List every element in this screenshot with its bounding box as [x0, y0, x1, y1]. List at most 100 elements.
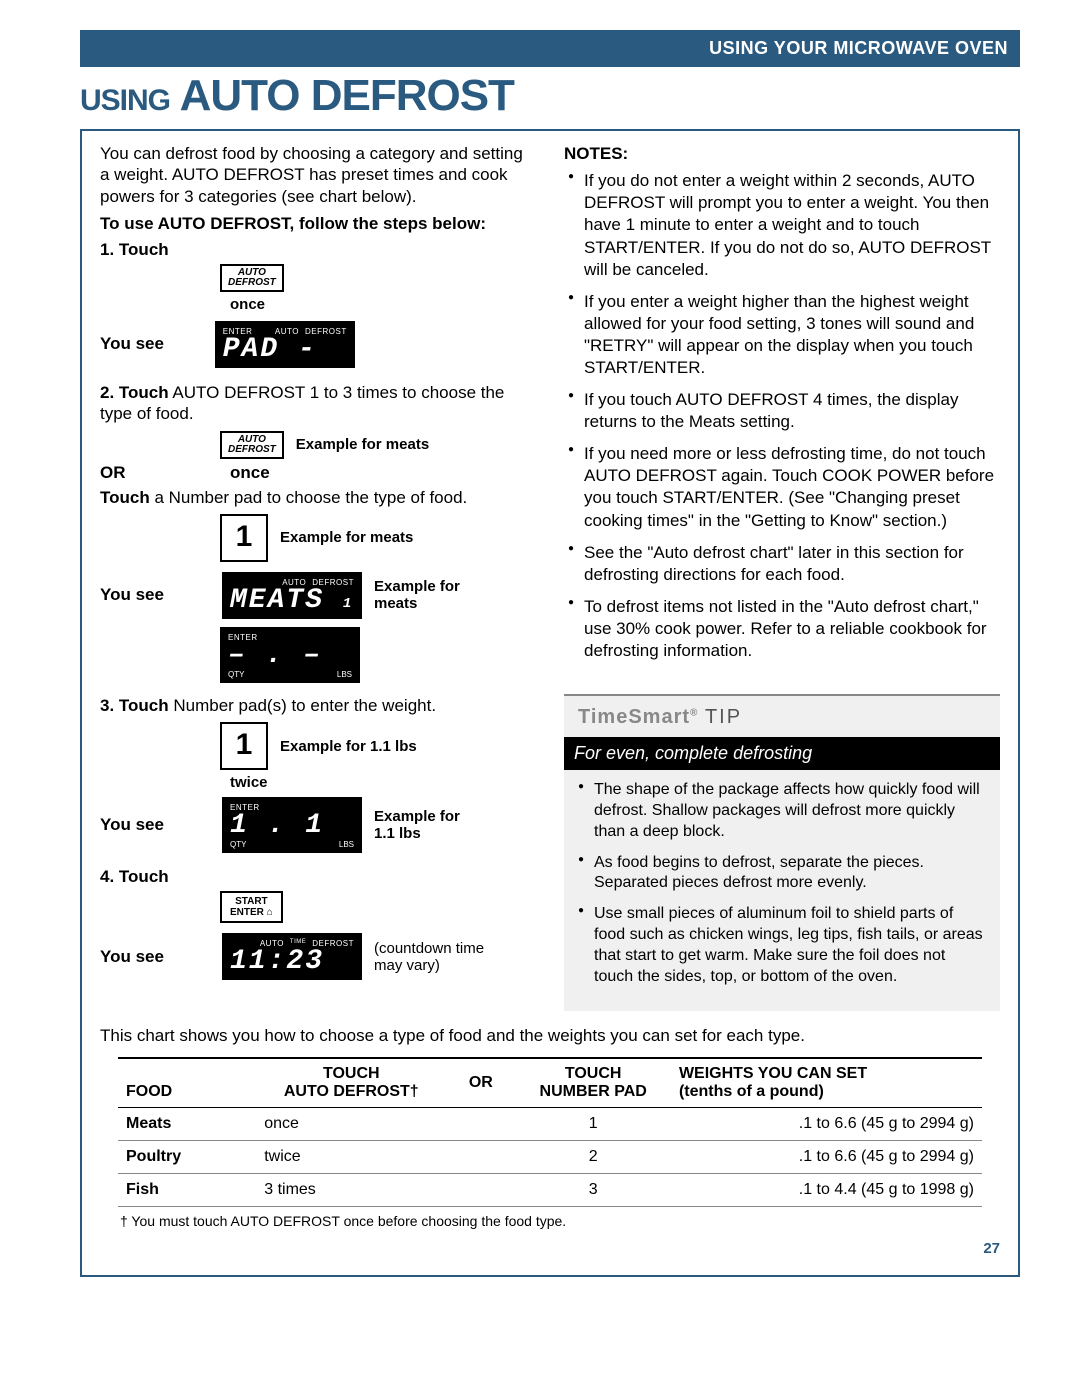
start-enter-button: START ENTER ⌂: [220, 891, 283, 923]
notes-list: If you do not enter a weight within 2 se…: [564, 170, 1000, 662]
cell: .1 to 6.6 (45 g to 2994 g): [671, 1107, 982, 1140]
step-1: 1. Touch: [100, 240, 536, 260]
tip-box: TimeSmart® TIP For even, complete defros…: [564, 694, 1000, 1011]
th-or: OR: [469, 1074, 493, 1091]
tip-item: As food begins to defrost, separate the …: [578, 853, 986, 895]
b: LBS: [339, 840, 354, 849]
note-item: If you do not enter a weight within 2 se…: [568, 170, 1000, 280]
display-meats: AUTODEFROST MEATS 1: [222, 572, 362, 619]
cell: once: [256, 1107, 446, 1140]
tip-item: The shape of the package affects how qui…: [578, 780, 986, 842]
th-wb: (tenths of a pound): [679, 1083, 974, 1101]
content-frame: You can defrost food by choosing a categ…: [80, 129, 1020, 1277]
chart-table: FOOD TOUCH AUTO DEFROST† OR TOUCH NUMBER…: [118, 1057, 982, 1207]
cell: 3 times: [256, 1173, 446, 1206]
number-pad-1: 1: [220, 514, 268, 562]
s4-l: Touch: [119, 867, 169, 886]
s3-ex: Example for 1.1 lbs: [280, 738, 417, 755]
dm: MEATS: [230, 585, 324, 616]
bt: AUTO: [228, 435, 276, 445]
display-weight: ENTER 1 . 1 QTYLBS: [222, 797, 362, 853]
dm: 11:23: [230, 948, 354, 976]
s3-twice: twice: [230, 774, 536, 791]
s2-nex: Example for meats: [280, 529, 413, 546]
cell: Poultry: [118, 1140, 256, 1173]
display-enter-weight: ENTER – . – QTYLBS: [220, 627, 360, 683]
bb: DEFROST: [228, 445, 276, 455]
s4-cap: (countdown time may vary): [374, 940, 514, 974]
dm: 1 . 1: [230, 812, 354, 840]
s4-s2: ENTER: [230, 907, 264, 918]
th-touch: TOUCH: [264, 1065, 438, 1083]
header-bar: USING YOUR MICROWAVE OVEN: [80, 30, 1020, 67]
s2-ys: You see: [100, 585, 210, 605]
s2-cap: Example for meats: [374, 578, 464, 612]
note-item: To defrost items not listed in the "Auto…: [568, 596, 1000, 662]
cell: .1 to 6.6 (45 g to 2994 g): [671, 1140, 982, 1173]
display-countdown: AUTOTIMEDEFROST 11:23: [222, 933, 362, 980]
step1-label: Touch: [119, 240, 169, 259]
auto-defrost-button: AUTO DEFROST: [220, 431, 284, 459]
ds: 1: [343, 596, 353, 612]
cell: Fish: [118, 1173, 256, 1206]
cell: Meats: [118, 1107, 256, 1140]
step4: 4. Touch: [100, 867, 536, 887]
disp-main: PAD -: [223, 336, 347, 364]
table-header-row: FOOD TOUCH AUTO DEFROST† OR TOUCH NUMBER…: [118, 1058, 982, 1108]
chart-intro: This chart shows you how to choose a typ…: [100, 1025, 1000, 1046]
step1-yousee: You see: [100, 334, 210, 354]
s4-n: 4.: [100, 867, 114, 886]
note-item: If you need more or less defrosting time…: [568, 443, 1000, 531]
display-pad: ENTER AUTO DEFROST PAD -: [215, 321, 355, 368]
btn-bot: DEFROST: [228, 278, 276, 288]
intro-text: You can defrost food by choosing a categ…: [100, 143, 536, 207]
s4-ys: You see: [100, 947, 210, 967]
table-row: Meats once 1 .1 to 6.6 (45 g to 2994 g): [118, 1107, 982, 1140]
s3-ys: You see: [100, 815, 210, 835]
th-nt: TOUCH: [523, 1065, 663, 1083]
tip-reg: ®: [690, 707, 698, 718]
s3-b: 3. Touch: [100, 696, 169, 715]
note-item: If you enter a weight higher than the hi…: [568, 291, 1000, 379]
step1-once: once: [230, 296, 536, 313]
title-big: AUTO DEFROST: [180, 71, 514, 120]
footnote: † You must touch AUTO DEFROST once befor…: [120, 1213, 1000, 1231]
tip-title: TimeSmart® TIP: [578, 706, 986, 729]
tip-item: Use small pieces of aluminum foil to shi…: [578, 904, 986, 987]
tip-word: TIP: [705, 706, 742, 728]
b: QTY: [230, 840, 246, 849]
tip-list: The shape of the package affects how qui…: [578, 780, 986, 987]
note-item: See the "Auto defrost chart" later in th…: [568, 542, 1000, 586]
cell: 1: [515, 1107, 671, 1140]
step1-num: 1.: [100, 240, 114, 259]
s2-b: 2. Touch: [100, 383, 169, 402]
th-food: FOOD: [126, 1083, 172, 1100]
b: QTY: [228, 670, 244, 679]
tip-brand: TimeSmart: [578, 706, 690, 728]
th-wt: WEIGHTS YOU CAN SET: [679, 1065, 974, 1083]
title-small: USING: [80, 84, 170, 117]
right-column: NOTES: If you do not enter a weight with…: [564, 143, 1000, 1011]
step2-line: 2. Touch AUTO DEFROST 1 to 3 times to ch…: [100, 382, 536, 425]
s2-once: once: [230, 463, 270, 483]
dm: – . –: [228, 642, 352, 670]
table-row: Fish 3 times 3 .1 to 4.4 (45 g to 1998 g…: [118, 1173, 982, 1206]
note-item: If you touch AUTO DEFROST 4 times, the d…: [568, 389, 1000, 433]
table-row: Poultry twice 2 .1 to 6.6 (45 g to 2994 …: [118, 1140, 982, 1173]
notes-heading: NOTES:: [564, 143, 1000, 164]
s2-ex: Example for meats: [296, 436, 429, 453]
cell: twice: [256, 1140, 446, 1173]
number-pad-1b: 1: [220, 722, 268, 770]
th-nb: NUMBER PAD: [523, 1083, 663, 1101]
tip-subtitle: For even, complete defrosting: [564, 737, 1000, 770]
th-ad: AUTO DEFROST†: [264, 1083, 438, 1101]
page-number: 27: [100, 1240, 1000, 1257]
b: LBS: [337, 670, 352, 679]
auto-defrost-button: AUTO DEFROST: [220, 264, 284, 292]
s2-tnr: a Number pad to choose the type of food.: [150, 488, 468, 507]
lock-icon: ⌂: [267, 907, 273, 918]
s2-numline: Touch a Number pad to choose the type of…: [100, 487, 536, 508]
instructions-heading: To use AUTO DEFROST, follow the steps be…: [100, 213, 536, 234]
page-title: USING AUTO DEFROST: [80, 71, 1020, 121]
s3-r: Number pad(s) to enter the weight.: [169, 696, 436, 715]
